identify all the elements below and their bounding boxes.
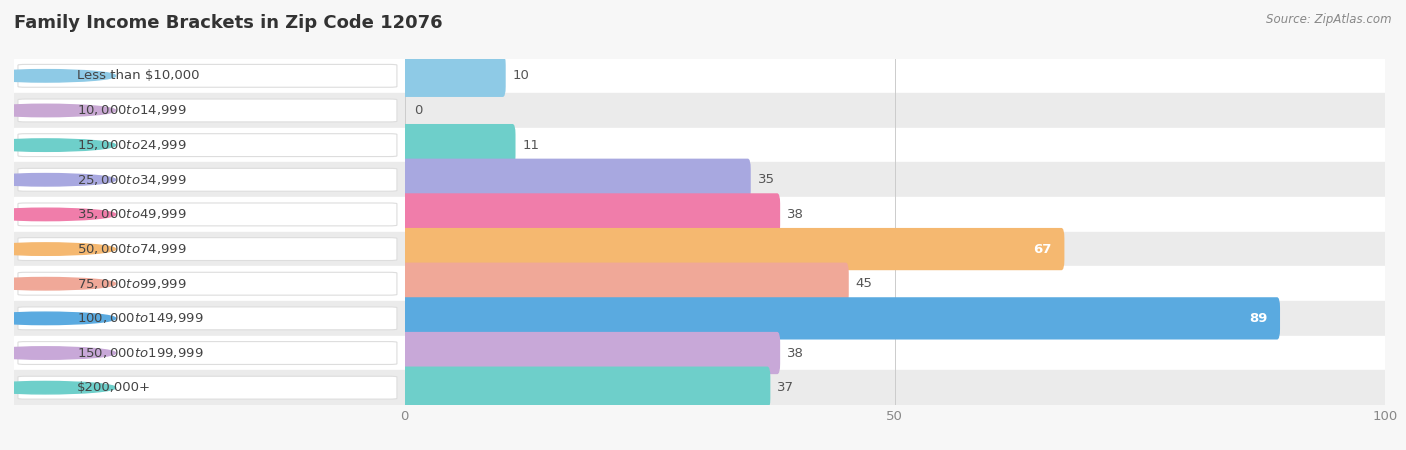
FancyBboxPatch shape [18, 168, 396, 191]
FancyBboxPatch shape [402, 332, 780, 374]
Circle shape [0, 70, 115, 82]
FancyBboxPatch shape [402, 297, 1279, 339]
Bar [14, 128, 405, 162]
Circle shape [0, 174, 115, 186]
Bar [405, 93, 1385, 128]
Circle shape [0, 312, 115, 324]
Text: 38: 38 [787, 346, 804, 360]
Text: Source: ZipAtlas.com: Source: ZipAtlas.com [1267, 14, 1392, 27]
Circle shape [0, 104, 115, 117]
Text: 35: 35 [758, 173, 775, 186]
Text: $200,000+: $200,000+ [76, 381, 150, 394]
Text: $75,000 to $99,999: $75,000 to $99,999 [76, 277, 186, 291]
FancyBboxPatch shape [402, 263, 849, 305]
Bar [14, 197, 405, 232]
FancyBboxPatch shape [18, 307, 396, 330]
Bar [405, 58, 1385, 93]
Bar [405, 301, 1385, 336]
Text: Family Income Brackets in Zip Code 12076: Family Income Brackets in Zip Code 12076 [14, 14, 443, 32]
Bar [14, 370, 405, 405]
Bar [14, 232, 405, 266]
FancyBboxPatch shape [18, 203, 396, 226]
FancyBboxPatch shape [18, 342, 396, 365]
FancyBboxPatch shape [18, 134, 396, 157]
Bar [14, 301, 405, 336]
Bar [405, 370, 1385, 405]
Circle shape [0, 208, 115, 220]
Text: 45: 45 [856, 277, 873, 290]
Circle shape [0, 347, 115, 359]
Bar [405, 232, 1385, 266]
Text: 11: 11 [523, 139, 540, 152]
Bar [14, 162, 405, 197]
Text: $10,000 to $14,999: $10,000 to $14,999 [76, 104, 186, 117]
FancyBboxPatch shape [402, 124, 516, 166]
FancyBboxPatch shape [402, 159, 751, 201]
Circle shape [0, 243, 115, 255]
Bar [405, 197, 1385, 232]
Bar [405, 128, 1385, 162]
FancyBboxPatch shape [18, 272, 396, 295]
Bar [14, 266, 405, 301]
FancyBboxPatch shape [18, 376, 396, 399]
Text: 10: 10 [513, 69, 530, 82]
FancyBboxPatch shape [18, 99, 396, 122]
Circle shape [0, 382, 115, 394]
Text: $150,000 to $199,999: $150,000 to $199,999 [76, 346, 202, 360]
Text: $35,000 to $49,999: $35,000 to $49,999 [76, 207, 186, 221]
Bar [405, 336, 1385, 370]
Bar [405, 162, 1385, 197]
Circle shape [0, 139, 115, 151]
Bar [14, 58, 405, 93]
FancyBboxPatch shape [18, 64, 396, 87]
FancyBboxPatch shape [402, 55, 506, 97]
Text: Less than $10,000: Less than $10,000 [76, 69, 200, 82]
FancyBboxPatch shape [402, 194, 780, 235]
Bar [14, 93, 405, 128]
Circle shape [0, 278, 115, 290]
Text: $15,000 to $24,999: $15,000 to $24,999 [76, 138, 186, 152]
FancyBboxPatch shape [402, 228, 1064, 270]
Text: $50,000 to $74,999: $50,000 to $74,999 [76, 242, 186, 256]
Text: 0: 0 [415, 104, 423, 117]
FancyBboxPatch shape [402, 367, 770, 409]
Text: 67: 67 [1033, 243, 1052, 256]
Text: $25,000 to $34,999: $25,000 to $34,999 [76, 173, 186, 187]
Bar [405, 266, 1385, 301]
Text: 37: 37 [778, 381, 794, 394]
Text: $100,000 to $149,999: $100,000 to $149,999 [76, 311, 202, 325]
FancyBboxPatch shape [18, 238, 396, 261]
Text: 38: 38 [787, 208, 804, 221]
Text: 89: 89 [1249, 312, 1267, 325]
Bar [14, 336, 405, 370]
